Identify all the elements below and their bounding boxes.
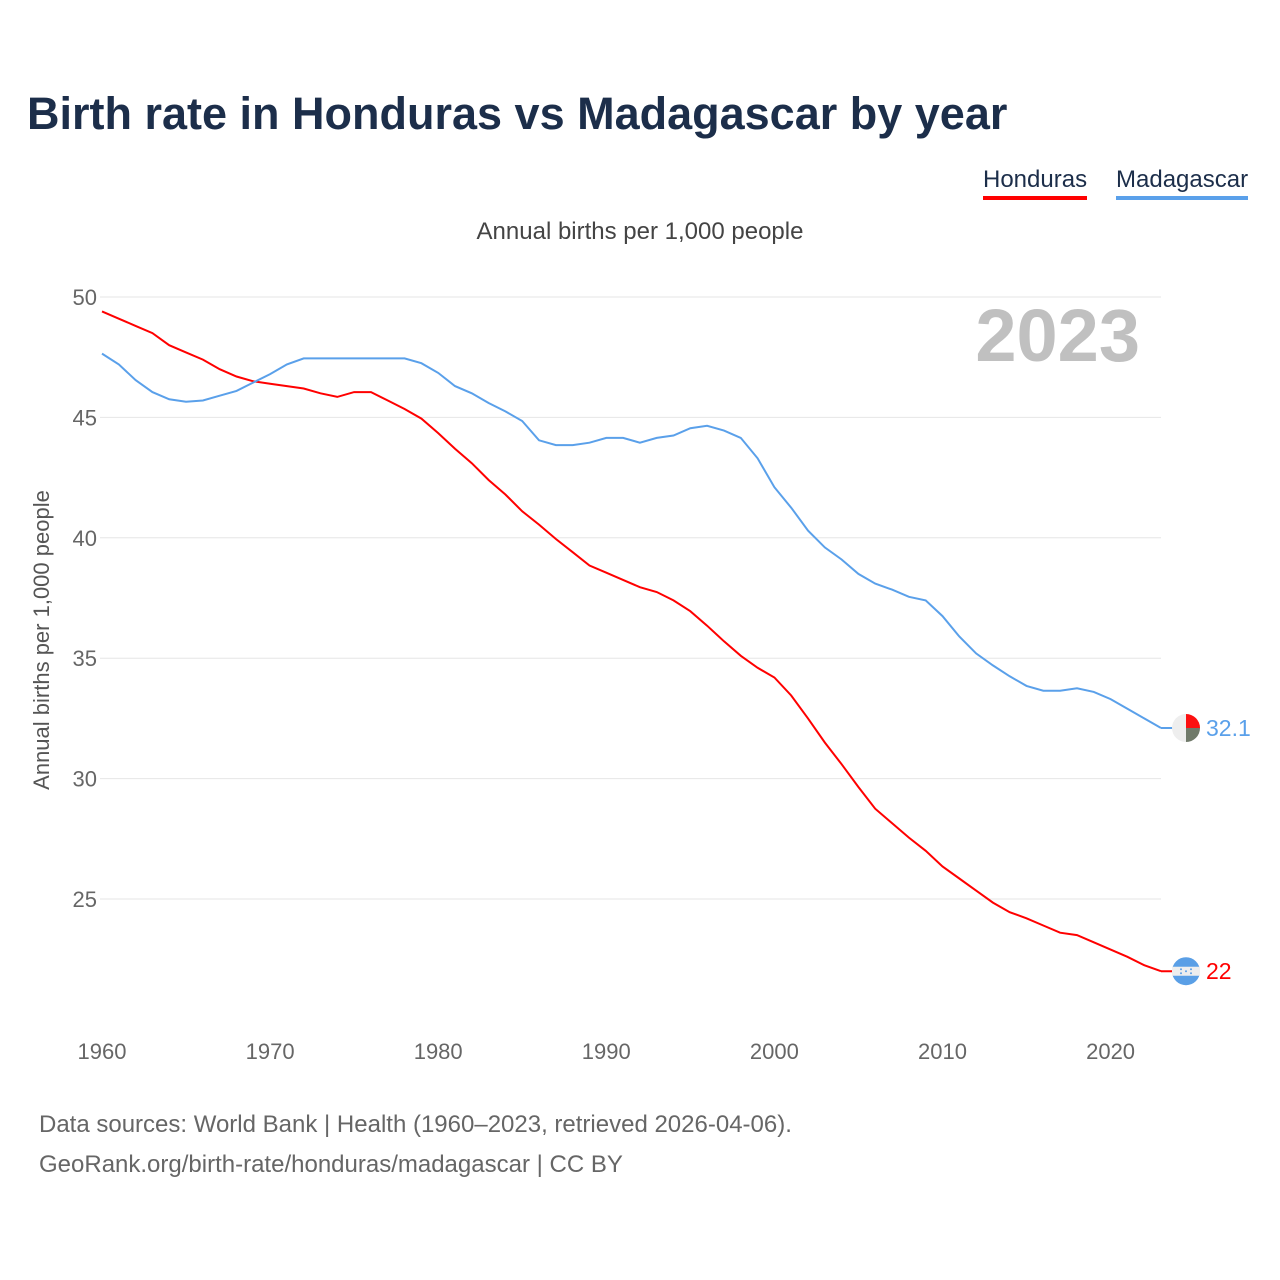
chart-title: Birth rate in Honduras vs Madagascar by … [27,88,1008,139]
flag-star [1190,972,1192,975]
x-tick-label: 2000 [750,1039,799,1064]
flag-star [1190,968,1192,971]
end-value-label-madagascar: 32.1 [1206,715,1251,741]
y-tick-label: 50 [73,285,97,310]
footer: Data sources: World Bank | Health (1960–… [39,1105,792,1185]
y-tick-label: 35 [73,646,97,671]
flag-star [1180,968,1182,971]
y-tick-label: 30 [73,767,97,792]
legend-madagascar[interactable]: Madagascar [1116,166,1249,200]
series-line-madagascar [101,352,1162,729]
flag-green-part [1186,728,1200,743]
flag-star [1180,972,1182,975]
x-tick-label: 1970 [246,1039,295,1064]
y-tick-label: 40 [73,526,97,551]
x-tick-label: 1990 [582,1039,631,1064]
x-tick-label: 2020 [1086,1039,1135,1064]
source-link[interactable]: GeoRank.org/birth-rate/honduras/madagasc… [39,1151,623,1178]
year-watermark: 2023 [975,294,1140,377]
x-tick-label: 2010 [918,1039,967,1064]
series-line-honduras [101,310,1162,973]
data-source: Data sources: World Bank | Health (1960–… [39,1111,792,1138]
chart-subtitle: Annual births per 1,000 people [476,218,804,245]
flag-star [1185,970,1187,973]
flag-red-part [1186,714,1200,729]
y-tick-label: 45 [73,405,97,430]
y-tick-label: 25 [73,887,97,912]
x-tick-label: 1960 [78,1039,127,1064]
end-value-label-honduras: 22 [1206,958,1232,984]
x-tick-label: 1980 [414,1039,463,1064]
legend-honduras[interactable]: Honduras [983,166,1088,200]
